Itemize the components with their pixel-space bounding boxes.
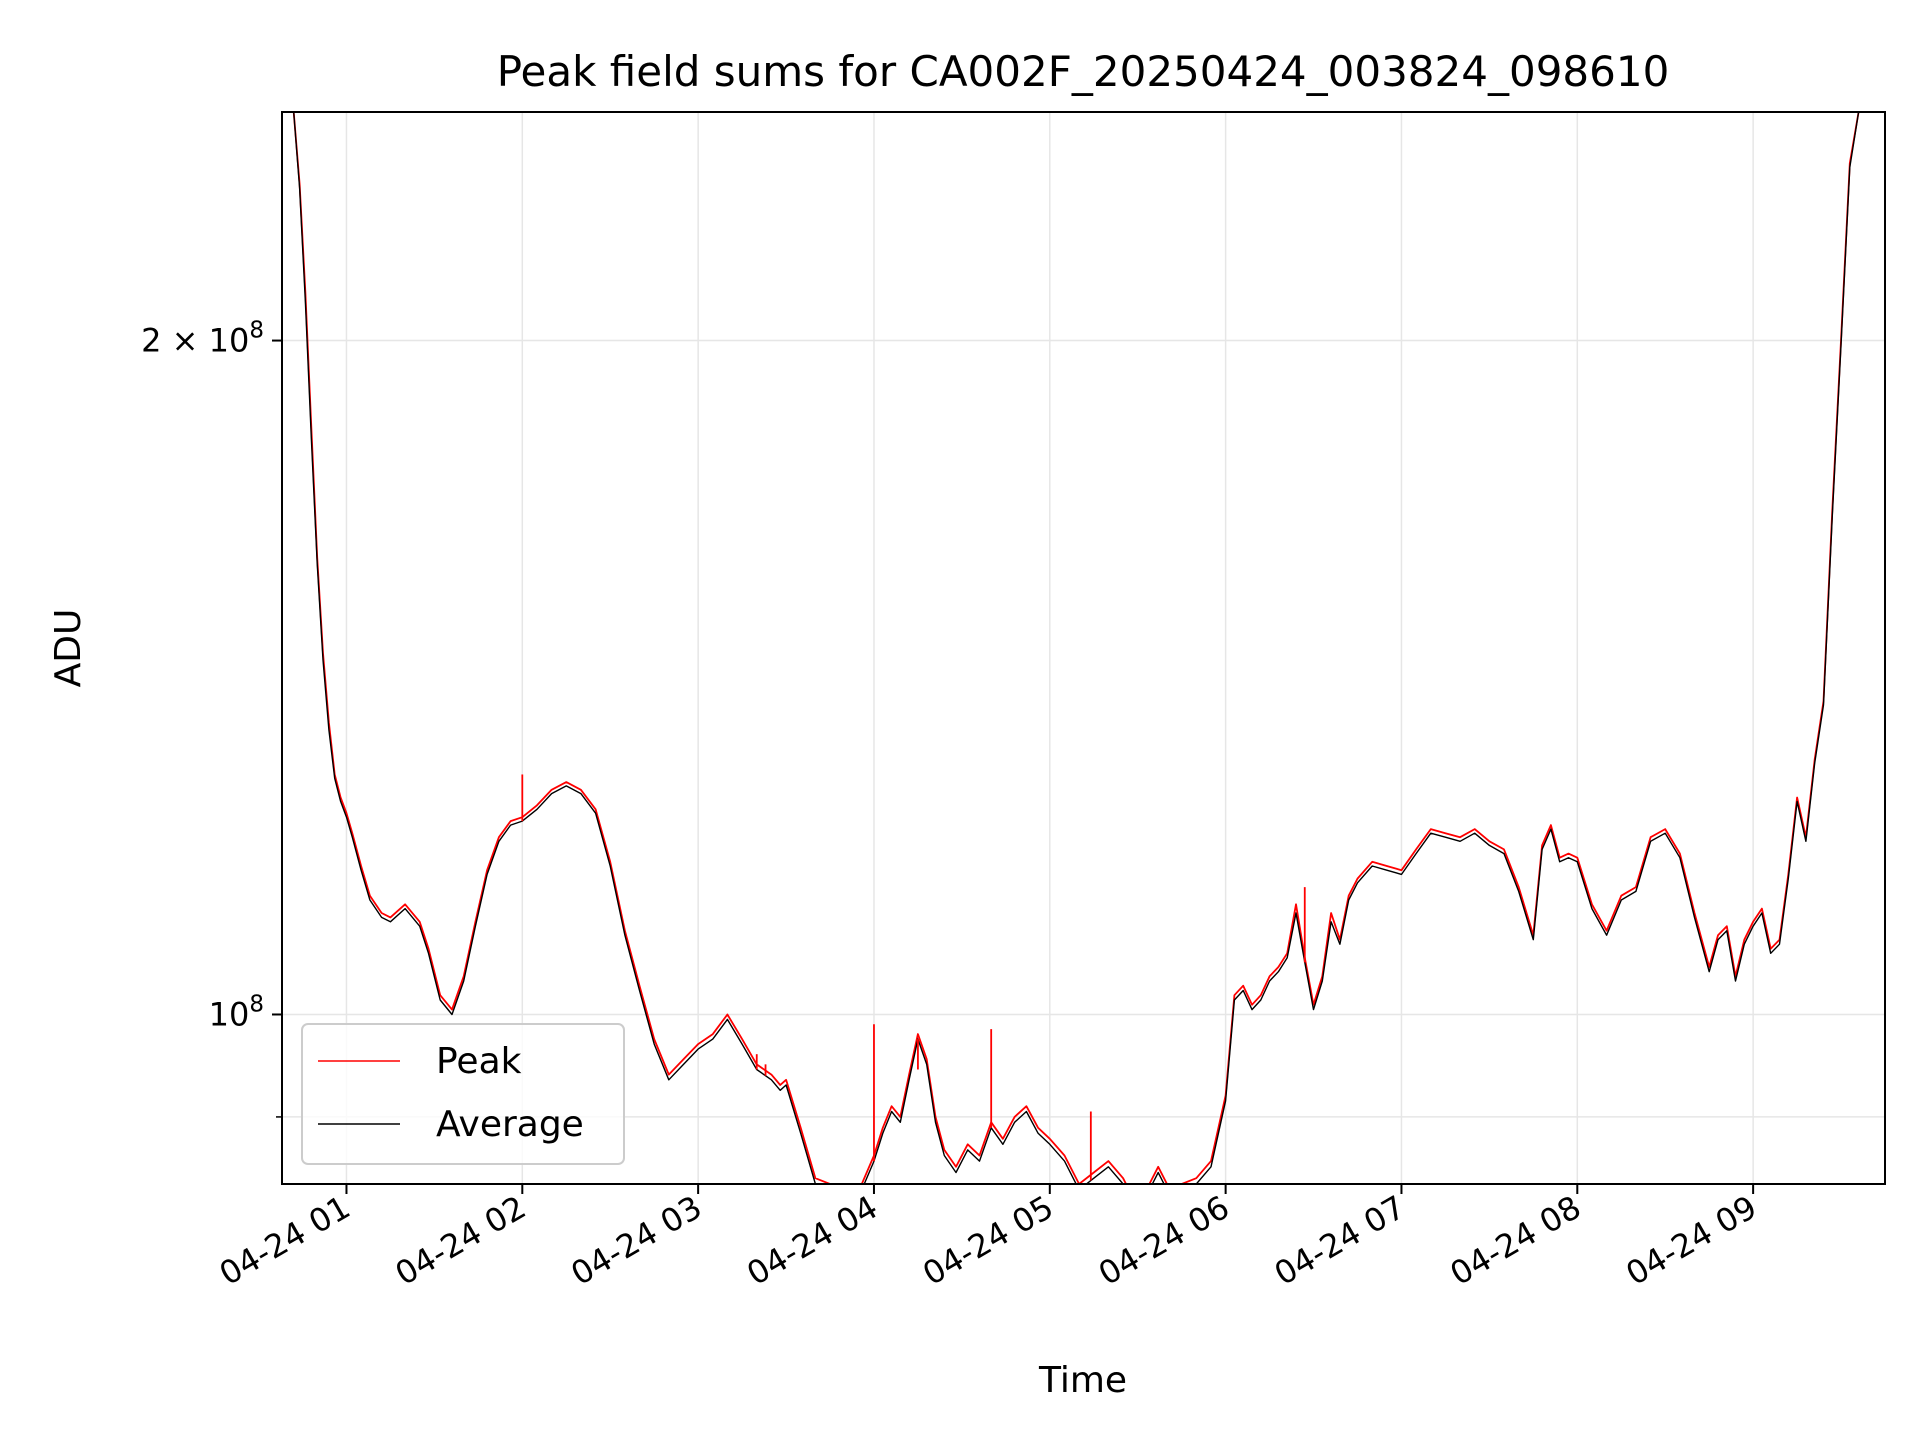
series-line-peak	[282, 112, 1860, 1184]
y-tick-label-1: 2 × 108	[141, 318, 264, 360]
legend-label-average: Average	[436, 1104, 584, 1145]
y-axis-ticks: 108 2 × 108	[141, 318, 282, 1118]
series-line-average	[282, 112, 1860, 1184]
grid-lines	[282, 112, 1885, 1184]
chart-title: Peak field sums for CA002F_20250424_0038…	[497, 47, 1670, 96]
series-group	[282, 112, 1860, 1184]
y-axis-label: ADU	[48, 609, 89, 688]
legend: Peak Average	[301, 1023, 625, 1165]
plot-frame	[281, 111, 1886, 1185]
x-axis-label: Time	[1038, 1360, 1127, 1401]
y-tick-label-0: 108	[209, 991, 264, 1033]
legend-label-peak: Peak	[436, 1041, 522, 1082]
series-lines	[282, 112, 1860, 1184]
plot-area	[281, 111, 1886, 1185]
legend-box	[301, 1023, 625, 1165]
